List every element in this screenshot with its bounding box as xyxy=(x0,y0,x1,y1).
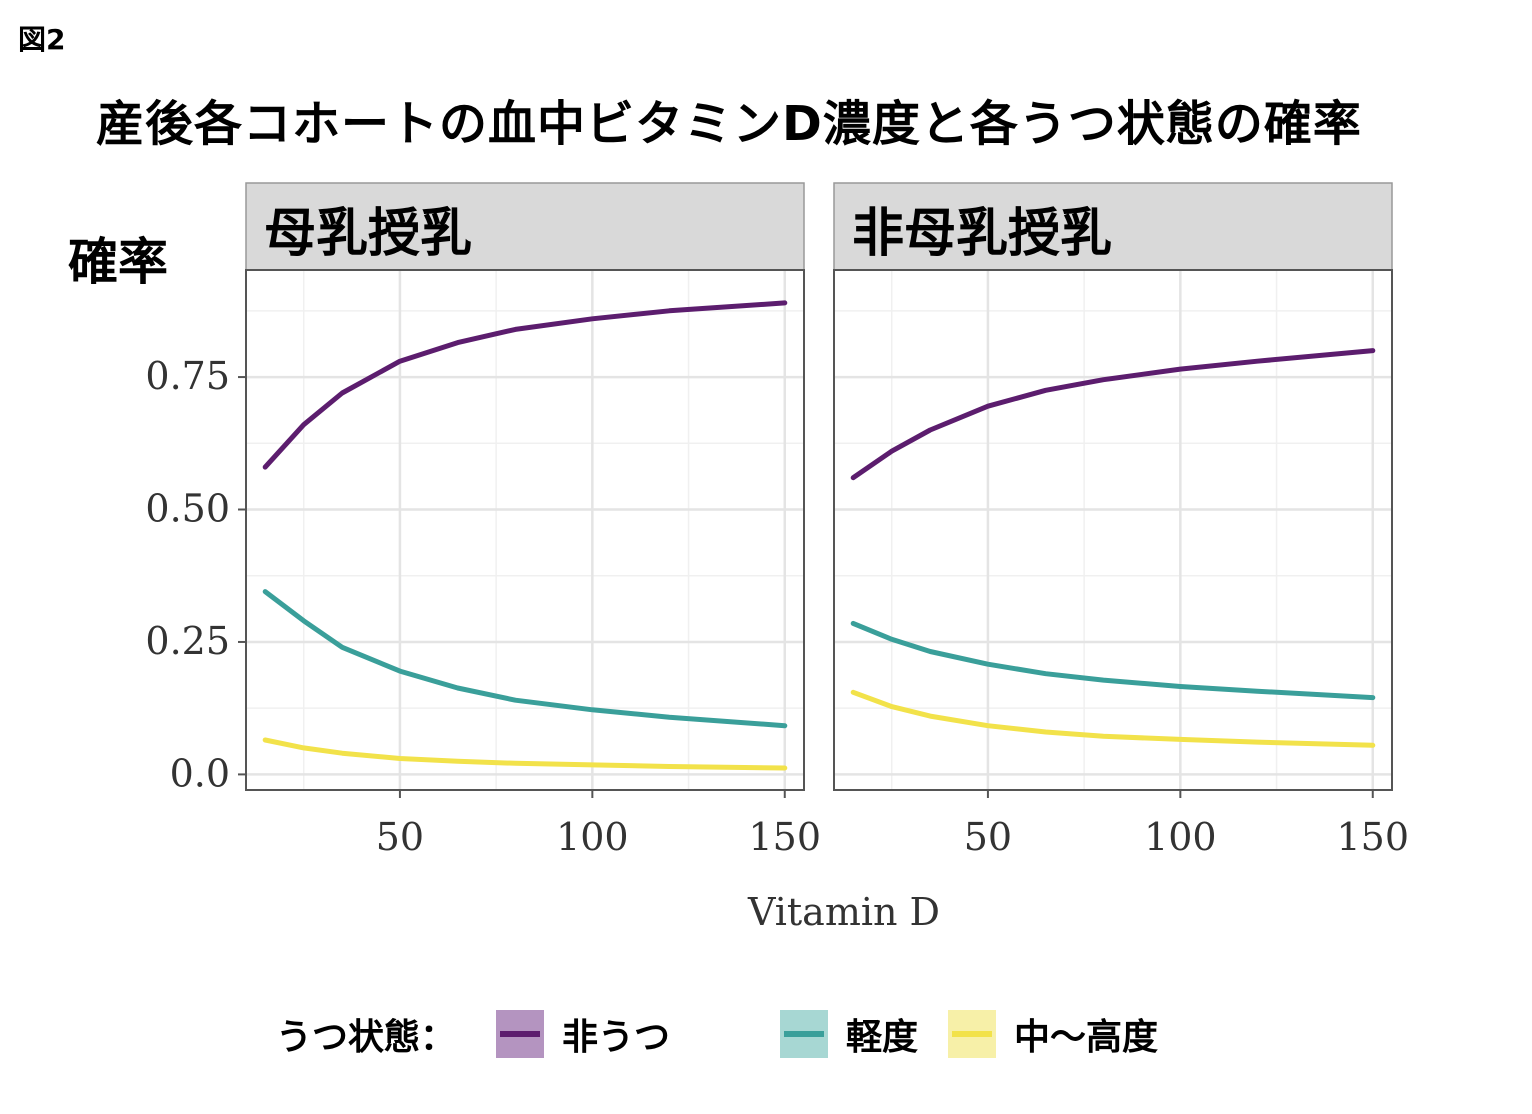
facet-strip-label: 母乳授乳 xyxy=(264,204,472,264)
legend-label: 非うつ xyxy=(562,1017,671,1058)
series-line-mild xyxy=(262,589,788,729)
figure-label: 図2 xyxy=(18,23,66,56)
series-line-non-depressed xyxy=(262,300,788,470)
legend: うつ状態： 非うつ 軽度 中～高度 xyxy=(276,1004,1188,1064)
panel-background xyxy=(246,270,804,790)
series-line-moderate-severe xyxy=(262,737,788,771)
y-tick-label: 0.25 xyxy=(145,619,230,663)
x-tick-label: 50 xyxy=(964,815,1012,859)
panel-border xyxy=(833,269,1393,791)
legend-title: うつ状態： xyxy=(276,1017,457,1058)
x-tick-label: 50 xyxy=(376,815,424,859)
x-tick-label: 150 xyxy=(1336,815,1409,859)
x-tick-label: 100 xyxy=(556,815,629,859)
faceted-line-chart: 母乳授乳 50 100 150 非母乳授乳 50 100 150 0.0 0.25 0.50 0.75… xyxy=(145,182,1409,934)
x-tick-label: 100 xyxy=(1144,815,1217,859)
series-line-mild xyxy=(850,620,1376,701)
legend-item-mild: 軽度 xyxy=(780,1008,918,1060)
legend-item-non-depressed: 非うつ xyxy=(496,1008,670,1060)
y-axis-title: 確率 xyxy=(68,233,168,291)
panel-border xyxy=(245,269,805,791)
legend-swatch xyxy=(496,1010,545,1058)
series-line-moderate-severe xyxy=(850,689,1376,748)
facet-strip xyxy=(245,182,805,271)
series-line-non-depressed xyxy=(850,348,1376,481)
legend-item-moderate-severe: 中～高度 xyxy=(948,1008,1158,1060)
y-tick-label: 0.50 xyxy=(145,487,230,531)
y-tick-label: 0.75 xyxy=(145,354,230,398)
x-tick-label: 150 xyxy=(748,815,821,859)
chart-title: 産後各コホートの血中ビタミンD濃度と各うつ状態の確率 xyxy=(96,96,1362,152)
legend-label: 軽度 xyxy=(846,1017,919,1058)
legend-swatch xyxy=(948,1010,997,1058)
legend-label: 中～高度 xyxy=(1014,1017,1159,1058)
facet-strip-label: 非母乳授乳 xyxy=(852,204,1112,264)
y-tick-label: 0.0 xyxy=(170,751,230,795)
x-axis-title: Vitamin D xyxy=(747,890,940,934)
legend-swatch xyxy=(780,1010,829,1058)
